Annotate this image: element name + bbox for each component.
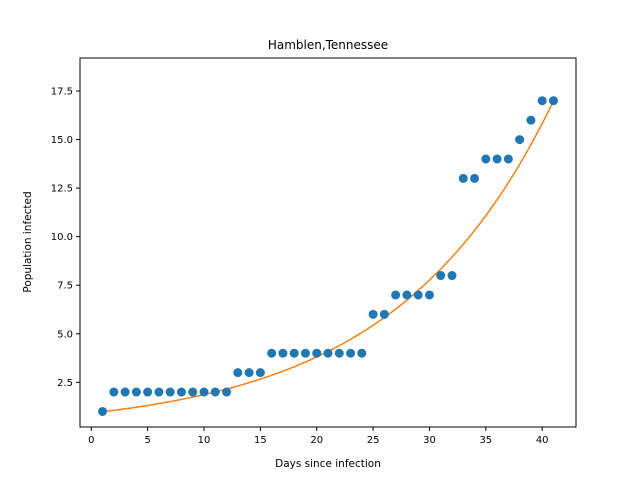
data-point xyxy=(244,368,254,378)
x-tick-label: 25 xyxy=(367,435,380,446)
data-point xyxy=(334,348,344,358)
data-point xyxy=(526,115,536,125)
x-axis: 0 5 10 15 20 25 30 35 40 xyxy=(88,427,549,446)
data-point xyxy=(154,387,164,397)
data-point xyxy=(188,387,198,397)
y-tick-label: 12.5 xyxy=(51,184,73,195)
data-point xyxy=(379,309,389,319)
data-point xyxy=(131,387,141,397)
y-tick-label: 15.0 xyxy=(51,135,73,146)
data-point xyxy=(346,348,356,358)
data-point xyxy=(300,348,310,358)
data-point xyxy=(289,348,299,358)
x-axis-label: Days since infection xyxy=(275,458,381,470)
data-point xyxy=(447,271,457,281)
data-point xyxy=(312,348,322,358)
y-tick-label: 7.5 xyxy=(57,281,73,292)
data-point xyxy=(222,387,232,397)
x-tick-label: 35 xyxy=(479,435,492,446)
x-tick-label: 40 xyxy=(536,435,549,446)
data-point xyxy=(267,348,277,358)
x-tick-label: 0 xyxy=(88,435,94,446)
data-point xyxy=(458,173,468,183)
data-point xyxy=(492,154,502,164)
data-point xyxy=(98,406,108,416)
data-point xyxy=(537,96,547,106)
y-tick-label: 10.0 xyxy=(51,232,73,243)
data-point xyxy=(436,271,446,281)
data-point xyxy=(548,96,558,106)
y-axis: 2.5 5.0 7.5 10.0 12.5 15.0 17.5 xyxy=(51,87,80,389)
data-point xyxy=(255,368,265,378)
data-point xyxy=(424,290,434,300)
chart-title: Hamblen,Tennessee xyxy=(268,38,388,52)
x-tick-label: 15 xyxy=(254,435,267,446)
data-point xyxy=(143,387,153,397)
x-tick-label: 30 xyxy=(423,435,436,446)
data-point xyxy=(503,154,513,164)
y-tick-label: 17.5 xyxy=(51,87,73,98)
data-point xyxy=(470,173,480,183)
data-point xyxy=(323,348,333,358)
data-point xyxy=(515,135,525,145)
data-point xyxy=(481,154,491,164)
data-point xyxy=(210,387,220,397)
data-point xyxy=(109,387,119,397)
data-point xyxy=(391,290,401,300)
data-point xyxy=(402,290,412,300)
plot-area-frame xyxy=(79,57,577,428)
y-axis-label: Population infected xyxy=(22,191,34,292)
data-point xyxy=(199,387,209,397)
data-point xyxy=(357,348,367,358)
data-point xyxy=(278,348,288,358)
data-point xyxy=(120,387,130,397)
x-tick-label: 5 xyxy=(144,435,150,446)
data-point xyxy=(413,290,423,300)
data-point xyxy=(176,387,186,397)
x-tick-label: 20 xyxy=(310,435,323,446)
y-tick-label: 5.0 xyxy=(57,329,73,340)
data-point xyxy=(233,368,243,378)
fit-curve-layer xyxy=(102,100,555,413)
data-point xyxy=(368,309,378,319)
fit-curve xyxy=(102,100,555,413)
y-tick-label: 2.5 xyxy=(57,378,73,389)
x-tick-label: 10 xyxy=(198,435,211,446)
data-point xyxy=(165,387,175,397)
data-points-layer xyxy=(98,96,558,416)
